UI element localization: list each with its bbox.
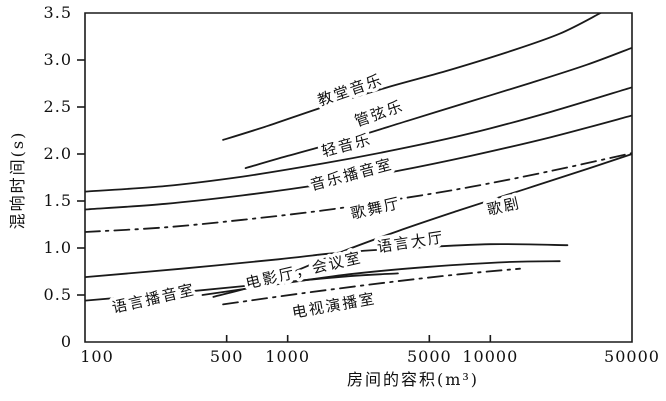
x-tick-label: 100 [80,347,114,366]
curve-light-music [85,86,632,193]
curve-speech-hall [85,243,569,278]
curves-layer [85,13,632,306]
curve-label-opera: 歌剧 [485,195,522,219]
x-tick-label: 50000 [604,347,660,366]
curve-label-church-music: 教堂音乐 [316,71,386,109]
y-tick-label: 1.5 [44,191,72,210]
y-tick-label: 2.5 [44,97,72,116]
y-tick-label: 0.5 [44,285,72,304]
curve-dance-hall [85,152,632,233]
y-tick-label: 1.0 [44,238,72,257]
y-tick-label: 3.5 [44,3,72,22]
curve-music-studio [85,114,632,211]
curve-opera [212,153,632,298]
curve-label-speech-studio: 语言播音室 [110,281,197,317]
curve-label-speech-hall: 语言大厅 [376,229,446,256]
curve-label-tv-studio: 电视演播室 [291,290,378,322]
x-tick-label: 10000 [462,347,518,366]
curve-label-music-studio: 音乐播音室 [308,156,395,194]
x-tick-label: 5000 [407,347,452,366]
x-axis-title: 房间的容积(m³) [346,370,480,389]
x-tick-label: 1000 [265,347,310,366]
x-tick-label: 500 [210,347,244,366]
curve-speech-studio [85,272,399,302]
curve-orchestral-music [244,46,632,169]
curve-label-dance-hall: 歌舞厅 [349,195,403,223]
y-tick-label: 0 [61,332,72,351]
y-axis-title: 混响时间(s) [8,130,27,230]
curve-cinema-conference [201,260,561,296]
curve-tv-studio [222,267,521,306]
y-tick-label: 3.0 [44,50,72,69]
y-tick-label: 2.0 [44,144,72,163]
curve-label-orchestral-music: 管弦乐 [352,98,406,131]
curve-church-music [222,13,602,141]
